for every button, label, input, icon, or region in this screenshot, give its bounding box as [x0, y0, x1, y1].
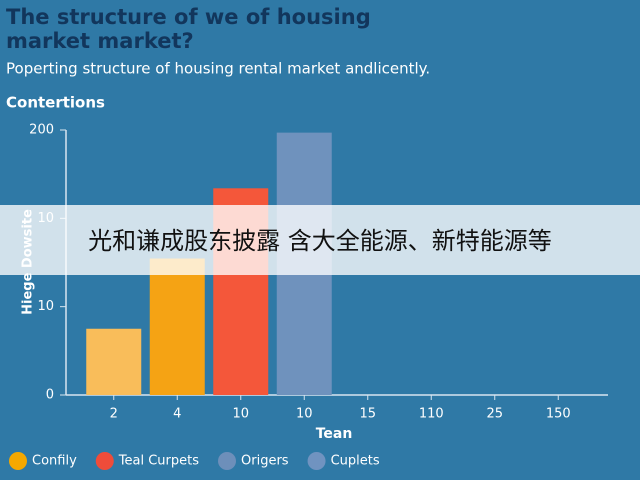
legend-label: Cuplets: [331, 454, 380, 469]
chart-title: The structure of we of housing market mar…: [6, 5, 371, 53]
legend-swatch: [9, 452, 27, 470]
x-tick-label: 110: [419, 407, 444, 422]
legend-label: Confily: [32, 454, 77, 469]
bar: [86, 328, 142, 395]
overlay-caption: 光和谦成股东披露 含大全能源、新特能源等: [88, 227, 552, 255]
legend-label: Origers: [241, 454, 289, 469]
legend-title: Contertions: [6, 94, 105, 112]
overlay-band: [0, 205, 640, 275]
x-tick-label: 10: [232, 407, 249, 422]
legend-swatch: [218, 452, 236, 470]
x-tick-label: 2: [110, 407, 118, 422]
x-tick-label: 10: [296, 407, 313, 422]
y-tick-label: 200: [29, 123, 54, 138]
x-tick-label: 25: [486, 407, 503, 422]
legend-label: Teal Curpets: [118, 454, 199, 469]
y-tick-label: 0: [46, 388, 54, 403]
legend-swatch: [307, 452, 326, 470]
x-tick-label: 15: [359, 407, 376, 422]
y-tick-label: 10: [37, 299, 54, 314]
x-tick-label: 4: [173, 407, 181, 422]
chart-subtitle: Poperting structure of housing rental ma…: [6, 60, 430, 78]
x-tick-label: 150: [546, 407, 571, 422]
bar: [149, 258, 205, 395]
legend-swatch: [95, 452, 114, 470]
x-axis-label: Tean: [316, 426, 353, 442]
